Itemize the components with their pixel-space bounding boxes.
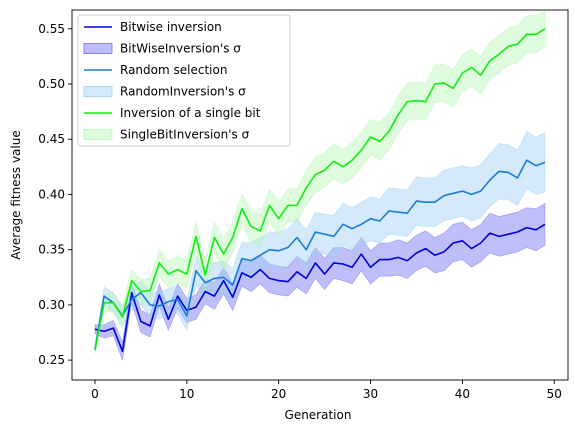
y-axis: 0.25 0.30 0.35 0.40 0.45 0.50 0.55 — [38, 22, 72, 367]
legend-label-randominversion-s: RandomInversion's σ — [120, 85, 246, 99]
legend-label-bitwiseinversion-s: BitWiseInversion's σ — [120, 42, 241, 56]
x-tick-label: 0 — [91, 387, 99, 401]
y-tick-label: 0.35 — [38, 243, 65, 257]
y-axis-label: Average fitness value — [9, 130, 23, 259]
x-axis-label: Generation — [285, 408, 352, 422]
series-line-random-selection — [94, 159, 546, 350]
y-tick-label: 0.45 — [38, 132, 65, 146]
legend-swatch-singlebitinversion-s — [83, 129, 113, 140]
series-line-bitwise-inversion — [94, 223, 546, 353]
legend-label-bitwise-inversion: Bitwise inversion — [120, 20, 222, 34]
legend-swatch-bitwiseinversion-s — [83, 43, 113, 54]
sigma-band-bitwiseinversion-s — [94, 202, 546, 362]
x-tick-label: 30 — [363, 387, 378, 401]
x-tick-label: 20 — [271, 387, 286, 401]
x-tick-label: 10 — [179, 387, 194, 401]
y-tick-label: 0.50 — [38, 77, 65, 91]
sigma-band-randominversion-s — [94, 131, 546, 353]
x-axis: 0 10 20 30 40 50 — [91, 380, 562, 401]
legend-label-singlebitinversion-s: SingleBitInversion's σ — [120, 128, 250, 142]
legend-swatch-randominversion-s — [83, 86, 113, 97]
legend-label-inversion-of-a-single-bit: Inversion of a single bit — [120, 106, 261, 120]
y-tick-label: 0.25 — [38, 353, 65, 367]
legend-frame — [77, 14, 291, 147]
y-tick-label: 0.55 — [38, 22, 65, 36]
series-line-inversion-of-a-single-bit — [94, 28, 546, 351]
y-tick-label: 0.30 — [38, 298, 65, 312]
legend: Bitwise inversion BitWiseInversion's σ Ran… — [77, 14, 291, 147]
x-tick-label: 40 — [455, 387, 470, 401]
legend-label-random-selection: Random selection — [120, 63, 227, 77]
series-lines — [94, 28, 546, 353]
y-tick-label: 0.40 — [38, 187, 65, 201]
x-tick-label: 50 — [547, 387, 562, 401]
plot-area-frame — [71, 9, 569, 381]
